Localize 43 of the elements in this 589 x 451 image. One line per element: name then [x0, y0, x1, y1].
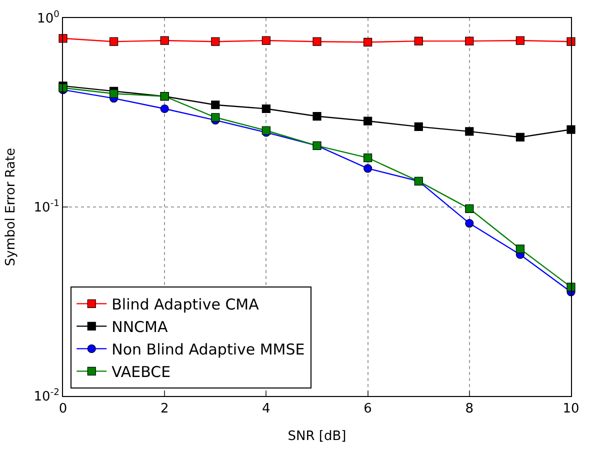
point [566, 282, 576, 292]
point [465, 127, 474, 136]
y-axis-title: Symbol Error Rate [4, 148, 19, 266]
point [414, 122, 423, 131]
x-axis-title: SNR [dB] [288, 429, 346, 444]
point [211, 113, 220, 122]
point [566, 125, 576, 134]
x-tick-label: 2 [160, 402, 169, 417]
point [110, 89, 118, 98]
x-tick-label: 10 [562, 402, 580, 417]
point [312, 37, 322, 46]
point [414, 36, 423, 46]
legend-label: NNCMA [112, 318, 168, 336]
point [262, 104, 270, 114]
point [211, 37, 220, 46]
point [160, 36, 169, 45]
point [516, 36, 524, 45]
point [160, 104, 169, 114]
y-tick-label: 10$^{-1}$ [34, 199, 60, 216]
point [465, 36, 474, 46]
legend-label: Blind Adaptive CMA [112, 296, 260, 314]
point [262, 36, 270, 45]
x-tick-label: 4 [262, 402, 270, 417]
point [516, 244, 524, 254]
y-tick-label: 10$^{-2}$ [34, 388, 60, 405]
legend-label: VAEBCE [112, 363, 171, 382]
point [58, 34, 68, 43]
point [211, 100, 220, 110]
x-tick-label: 6 [364, 402, 372, 417]
x-tick-label: 0 [58, 402, 68, 417]
point [110, 37, 118, 46]
point [312, 112, 322, 121]
point [364, 154, 372, 162]
point [566, 37, 576, 46]
point [364, 116, 372, 126]
point [364, 38, 372, 46]
x-tick-label: 8 [465, 402, 474, 417]
legend-label: Non Blind Adaptive MMSE [112, 340, 305, 359]
y-tick-label: 10$^{0}$ [37, 10, 60, 27]
point [364, 164, 372, 173]
point [516, 132, 524, 142]
point [465, 218, 474, 228]
point [465, 204, 474, 213]
